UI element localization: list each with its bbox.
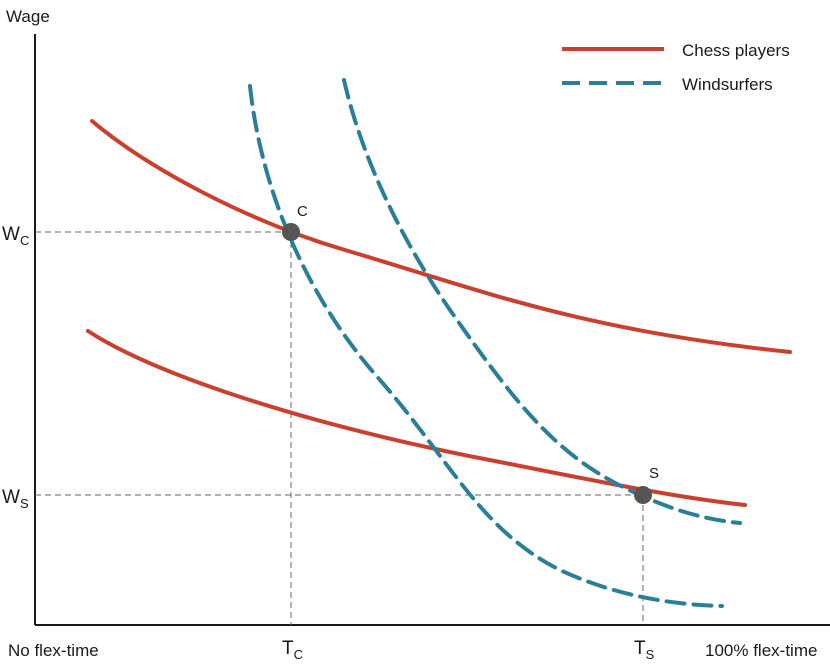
y-tick-ws: WS — [2, 487, 29, 511]
x-tick-ts: TS — [634, 638, 655, 662]
x-tick-tc-main: T — [282, 638, 294, 659]
windsurf-curve-right — [342, 78, 742, 525]
legend-label-windsurf: Windsurfers — [682, 75, 773, 94]
y-tick-ws-main: W — [2, 487, 20, 508]
windsurf-curve-left — [248, 84, 724, 608]
point-s-label: S — [649, 465, 659, 482]
point-c — [282, 223, 300, 241]
y-tick-wc: WC — [2, 224, 29, 248]
y-tick-wc-sub: C — [20, 233, 29, 248]
y-axis-title: Wage — [6, 7, 50, 26]
legend: Chess players Windsurfers — [562, 41, 790, 94]
chess-curve-low — [86, 329, 747, 507]
point-s — [634, 486, 652, 504]
legend-label-chess: Chess players — [682, 41, 790, 60]
x-tick-tc-sub: C — [294, 647, 303, 662]
point-c-label: C — [297, 203, 308, 220]
x-tick-ts-sub: S — [646, 647, 655, 662]
y-tick-wc-main: W — [2, 224, 20, 245]
x-axis-right-label: 100% flex-time — [705, 641, 817, 660]
x-axis-left-label: No flex-time — [8, 641, 99, 660]
chess-curve-high — [90, 119, 792, 354]
x-tick-tc: TC — [282, 638, 303, 662]
y-tick-ws-sub: S — [20, 496, 29, 511]
x-tick-ts-main: T — [634, 638, 646, 659]
